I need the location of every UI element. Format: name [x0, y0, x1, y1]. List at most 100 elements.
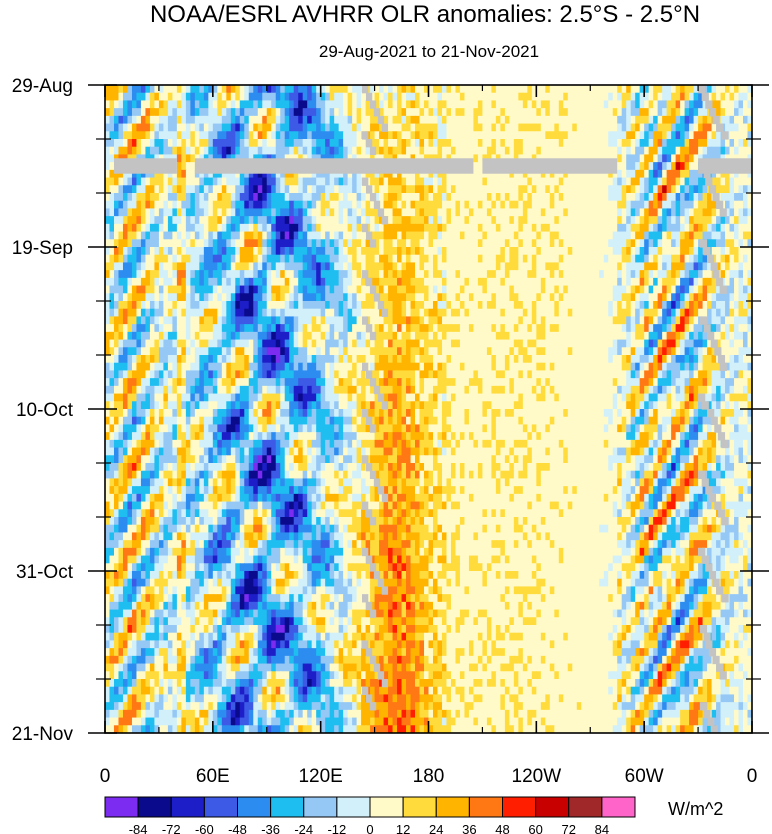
anomaly-cell — [217, 247, 223, 256]
anomaly-cell — [639, 100, 645, 109]
anomaly-cell — [581, 85, 587, 94]
anomaly-cell — [248, 301, 254, 310]
anomaly-cell — [558, 223, 564, 233]
anomaly-cell — [671, 185, 677, 194]
anomaly-cell — [280, 324, 286, 333]
anomaly-cell — [325, 139, 331, 148]
anomaly-cell — [513, 169, 519, 179]
anomaly-cell — [428, 200, 434, 210]
anomaly-cell — [253, 301, 259, 310]
anomaly-cell — [266, 85, 272, 94]
anomaly-cell — [307, 254, 313, 264]
anomaly-cell — [450, 108, 457, 117]
anomaly-cell — [581, 331, 587, 341]
anomaly-cell — [450, 347, 457, 356]
anomaly-cell — [176, 331, 182, 341]
anomaly-cell — [338, 208, 344, 217]
anomaly-cell — [226, 200, 232, 210]
anomaly-cell — [190, 177, 196, 186]
anomaly-cell — [136, 208, 142, 217]
anomaly-cell — [262, 285, 268, 294]
anomaly-cell — [558, 239, 564, 248]
anomaly-cell — [334, 262, 340, 271]
anomaly-cell — [293, 247, 299, 256]
anomaly-cell — [531, 146, 537, 156]
anomaly-cell — [644, 223, 650, 233]
anomaly-cell — [347, 185, 353, 194]
anomaly-cell — [585, 92, 591, 102]
anomaly-cell — [307, 270, 313, 279]
anomaly-cell — [190, 146, 196, 156]
anomaly-cell — [671, 324, 677, 333]
anomaly-cell — [743, 100, 749, 109]
anomaly-cell — [266, 108, 272, 117]
anomaly-cell — [280, 185, 286, 194]
anomaly-cell — [347, 131, 353, 140]
anomaly-cell — [716, 100, 722, 109]
anomaly-cell — [406, 115, 412, 125]
anomaly-cell — [486, 254, 492, 264]
anomaly-cell — [293, 216, 299, 225]
anomaly-cell — [576, 208, 582, 217]
anomaly-cell — [428, 185, 434, 194]
anomaly-cell — [311, 223, 317, 233]
anomaly-cell — [567, 247, 573, 256]
anomaly-cell — [509, 115, 515, 125]
anomaly-cell — [459, 277, 466, 287]
anomaly-cell — [406, 92, 412, 102]
anomaly-cell — [477, 108, 484, 117]
anomaly-cell — [567, 185, 573, 194]
anomaly-cell — [190, 115, 196, 125]
anomaly-cell — [262, 131, 268, 140]
anomaly-cell — [172, 239, 178, 248]
anomaly-cell — [289, 193, 295, 202]
anomaly-cell — [594, 200, 600, 210]
anomaly-cell — [343, 308, 349, 318]
anomaly-cell — [257, 262, 263, 271]
anomaly-cell — [127, 285, 133, 294]
anomaly-cell — [329, 146, 335, 156]
anomaly-cell — [320, 285, 326, 294]
anomaly-cell — [635, 262, 641, 271]
anomaly-cell — [527, 331, 533, 341]
anomaly-cell — [603, 123, 609, 132]
anomaly-cell — [531, 254, 537, 264]
anomaly-cell — [608, 146, 614, 156]
anomaly-cell — [693, 254, 699, 264]
anomaly-cell — [626, 339, 632, 348]
anomaly-cell — [495, 92, 501, 102]
anomaly-cell — [271, 123, 277, 132]
anomaly-cell — [441, 293, 448, 302]
anomaly-cell — [725, 324, 731, 333]
anomaly-cell — [266, 193, 272, 202]
anomaly-cell — [352, 216, 358, 225]
anomaly-cell — [540, 223, 546, 233]
anomaly-cell — [419, 247, 425, 256]
anomaly-cell — [567, 200, 573, 210]
anomaly-cell — [608, 316, 614, 325]
anomaly-cell — [437, 293, 443, 302]
anomaly-cell — [374, 193, 380, 202]
anomaly-cell — [329, 185, 335, 194]
anomaly-cell — [167, 131, 173, 140]
anomaly-cell — [415, 239, 421, 248]
anomaly-cell — [486, 223, 492, 233]
anomaly-cell — [531, 262, 537, 271]
anomaly-cell — [626, 139, 632, 148]
anomaly-cell — [118, 208, 124, 217]
anomaly-cell — [432, 301, 439, 310]
anomaly-cell — [437, 115, 443, 125]
anomaly-cell — [617, 131, 623, 140]
anomaly-cell — [410, 208, 416, 217]
anomaly-cell — [711, 85, 717, 94]
anomaly-cell — [549, 108, 555, 117]
anomaly-cell — [576, 123, 582, 132]
anomaly-cell — [298, 324, 304, 333]
anomaly-cell — [320, 308, 326, 318]
anomaly-cell — [576, 285, 582, 294]
anomaly-cell — [464, 139, 470, 148]
anomaly-cell — [635, 208, 641, 217]
anomaly-cell — [576, 270, 582, 279]
anomaly-cell — [145, 216, 151, 225]
anomaly-cell — [194, 146, 200, 156]
